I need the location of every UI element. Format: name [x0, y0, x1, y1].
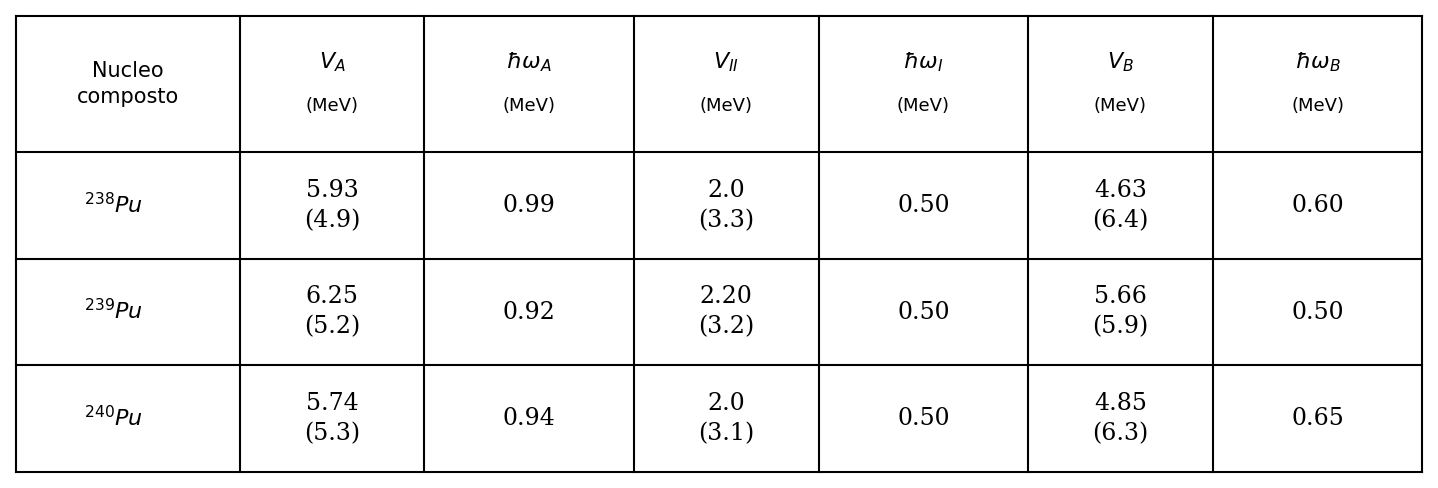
- Text: $^{239}Pu$: $^{239}Pu$: [83, 300, 142, 325]
- Text: 2.0
(3.3): 2.0 (3.3): [699, 179, 755, 232]
- Text: 5.93
(4.9): 5.93 (4.9): [303, 179, 360, 232]
- Text: 2.0
(3.1): 2.0 (3.1): [697, 392, 755, 446]
- Text: $^{238}Pu$: $^{238}Pu$: [83, 193, 142, 218]
- Text: 0.65: 0.65: [1291, 407, 1345, 430]
- Text: 6.25
(5.2): 6.25 (5.2): [303, 285, 360, 339]
- Text: 4.63
(6.4): 4.63 (6.4): [1093, 179, 1149, 232]
- Text: 0.50: 0.50: [897, 407, 949, 430]
- Text: Nucleo
composto: Nucleo composto: [76, 61, 178, 107]
- Text: $V_B$: $V_B$: [1107, 50, 1135, 74]
- Text: 0.50: 0.50: [1291, 301, 1345, 324]
- Text: 5.74
(5.3): 5.74 (5.3): [303, 392, 360, 446]
- Text: (MeV): (MeV): [700, 97, 752, 115]
- Text: 5.66
(5.9): 5.66 (5.9): [1093, 285, 1149, 339]
- Text: (MeV): (MeV): [305, 97, 358, 115]
- Text: 4.85
(6.3): 4.85 (6.3): [1093, 392, 1149, 446]
- Text: 0.50: 0.50: [897, 301, 949, 324]
- Text: $V_A$: $V_A$: [319, 50, 345, 74]
- Text: $^{240}Pu$: $^{240}Pu$: [83, 406, 142, 431]
- Text: $\hbar\omega_I$: $\hbar\omega_I$: [903, 50, 943, 74]
- Text: (MeV): (MeV): [897, 97, 951, 115]
- Text: 0.60: 0.60: [1291, 194, 1345, 217]
- Text: (MeV): (MeV): [1094, 97, 1148, 115]
- Text: 2.20
(3.2): 2.20 (3.2): [697, 285, 755, 339]
- Text: 0.94: 0.94: [503, 407, 555, 430]
- Text: $\hbar\omega_A$: $\hbar\omega_A$: [506, 50, 552, 74]
- Text: $V_{II}$: $V_{II}$: [713, 50, 739, 74]
- Text: (MeV): (MeV): [503, 97, 555, 115]
- Text: (MeV): (MeV): [1291, 97, 1345, 115]
- Text: $\hbar\omega_B$: $\hbar\omega_B$: [1294, 50, 1340, 74]
- Text: 0.99: 0.99: [503, 194, 555, 217]
- Text: 0.50: 0.50: [897, 194, 949, 217]
- Text: 0.92: 0.92: [503, 301, 555, 324]
